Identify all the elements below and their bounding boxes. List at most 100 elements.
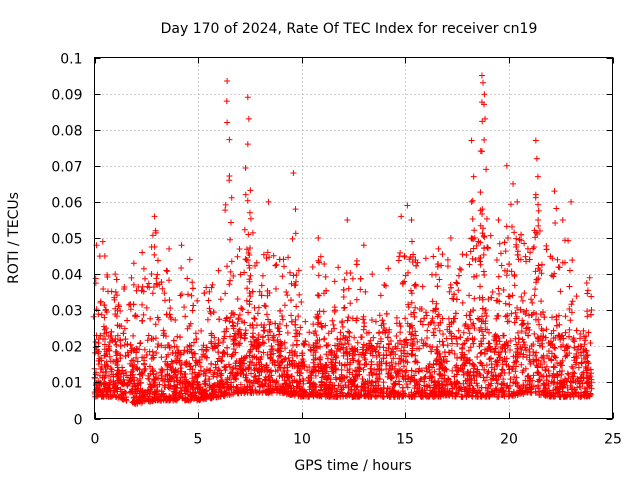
data-point [315, 272, 322, 279]
data-point [416, 345, 423, 352]
data-point [430, 332, 437, 339]
data-point [152, 321, 159, 328]
data-point [441, 349, 448, 356]
data-point [454, 340, 461, 347]
data-point [310, 342, 317, 349]
data-point [477, 359, 484, 366]
data-point [477, 189, 484, 196]
data-point [384, 373, 391, 380]
data-point [528, 383, 535, 390]
data-point [423, 312, 430, 319]
data-point [227, 277, 234, 284]
data-point [474, 382, 481, 389]
data-point [265, 316, 272, 323]
data-point [236, 311, 243, 318]
data-point [470, 340, 477, 347]
data-point [106, 353, 113, 360]
data-point [511, 374, 518, 381]
data-point [127, 301, 134, 308]
data-point [546, 372, 553, 379]
data-point [325, 330, 332, 337]
data-point [559, 259, 566, 266]
data-point [323, 364, 330, 371]
data-point [227, 314, 234, 321]
data-point [472, 257, 479, 264]
data-point [482, 393, 489, 400]
data-point [437, 319, 444, 326]
data-point [513, 341, 520, 348]
data-point [90, 313, 97, 320]
data-point [99, 374, 106, 381]
data-point [444, 381, 451, 388]
data-point [443, 358, 450, 365]
data-point [345, 341, 352, 348]
data-point [268, 389, 275, 396]
data-point [301, 341, 308, 348]
data-point-peak [152, 227, 159, 234]
data-point [482, 318, 489, 325]
data-point [353, 368, 360, 375]
data-point [460, 371, 467, 378]
data-point [526, 377, 533, 384]
data-point [346, 350, 353, 357]
data-point [234, 253, 241, 260]
data-point [469, 336, 476, 343]
data-point [257, 356, 264, 363]
data-point [277, 307, 284, 314]
data-point [501, 239, 508, 246]
data-point [112, 385, 119, 392]
data-point [573, 359, 580, 366]
data-point-peak [151, 213, 158, 220]
data-point [565, 371, 572, 378]
data-point [104, 363, 111, 370]
data-point [111, 294, 118, 301]
data-point [438, 381, 445, 388]
data-point [414, 338, 421, 345]
data-point [228, 379, 235, 386]
data-point [582, 354, 589, 361]
data-point [361, 384, 368, 391]
data-point [288, 280, 295, 287]
data-point [573, 355, 580, 362]
data-point [535, 216, 542, 223]
data-point [114, 332, 121, 339]
data-point [546, 393, 553, 400]
data-point [107, 365, 114, 372]
data-point [334, 335, 341, 342]
data-point [469, 389, 476, 396]
data-point [533, 357, 540, 364]
data-point [574, 346, 581, 353]
data-point [452, 389, 459, 396]
data-point [496, 240, 503, 247]
data-point [330, 321, 337, 328]
data-point [317, 384, 324, 391]
data-point [520, 308, 527, 315]
data-point [182, 361, 189, 368]
data-point [105, 343, 112, 350]
data-point [479, 328, 486, 335]
data-point [92, 371, 99, 378]
data-point [368, 343, 375, 350]
data-point [409, 342, 416, 349]
data-point [218, 388, 225, 395]
data-point [117, 386, 124, 393]
data-point [411, 282, 418, 289]
data-point [341, 276, 348, 283]
data-point [247, 322, 254, 329]
x-tick-label: 10 [293, 432, 311, 448]
data-point [451, 291, 458, 298]
data-point [109, 393, 116, 400]
data-point [261, 328, 268, 335]
data-point [286, 269, 293, 276]
data-point [513, 380, 520, 387]
data-point [158, 366, 165, 373]
data-point [393, 320, 400, 327]
data-point [331, 278, 338, 285]
data-point [128, 274, 135, 281]
data-point [431, 378, 438, 385]
y-tick-label: 0 [74, 413, 83, 429]
data-point [565, 237, 572, 244]
data-point [242, 256, 249, 263]
data-point [153, 350, 160, 357]
data-point [391, 393, 398, 400]
